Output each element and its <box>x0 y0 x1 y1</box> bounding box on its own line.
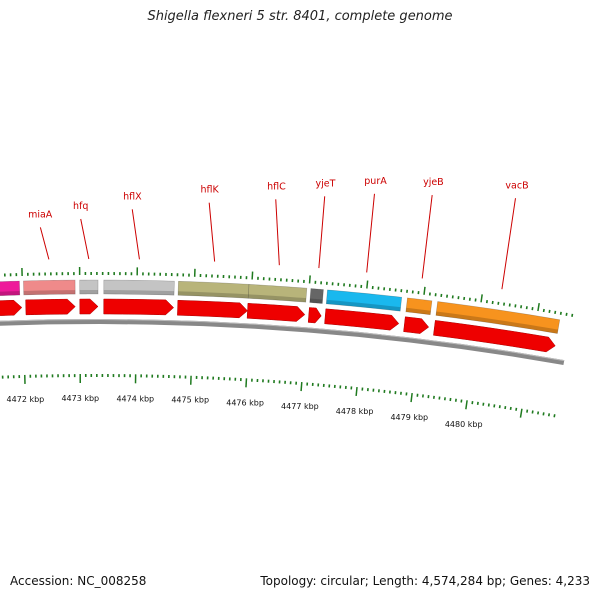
feature-block <box>325 289 403 312</box>
label-leader <box>501 198 516 290</box>
inner-tick-ring <box>1 374 556 418</box>
outer-tick <box>554 310 557 314</box>
kbp-label: 4476 kbp <box>226 398 264 407</box>
cds-arrow <box>433 320 556 353</box>
label-leader <box>39 227 50 260</box>
outer-tick-ring <box>3 267 574 317</box>
cds-arrow <box>307 307 322 324</box>
outer-tick <box>571 313 574 317</box>
inner-tick <box>537 411 540 415</box>
accession-text: Accession: NC_008258 <box>10 574 147 588</box>
outer-tick <box>366 280 369 289</box>
inner-tick <box>547 413 551 417</box>
map-title: Shigella flexneri 5 str. 8401, complete … <box>147 9 453 24</box>
gene-label-yjeT: yjeT <box>316 178 336 189</box>
feature-shade <box>309 298 323 304</box>
outer-tick <box>565 312 568 316</box>
feature-block <box>309 288 324 304</box>
outer-tick <box>423 286 426 295</box>
label-leader <box>275 199 280 266</box>
feature-block <box>79 279 99 295</box>
gene-label-hflC: hflC <box>267 181 286 192</box>
label-leader <box>318 196 326 269</box>
cds-arrow <box>25 298 76 316</box>
kbp-label: 4477 kbp <box>281 402 319 411</box>
inner-tick <box>300 382 303 392</box>
inner-tick <box>245 378 248 388</box>
outer-tick <box>308 275 311 284</box>
cds-arrow <box>177 300 248 319</box>
kbp-label-layer: 4472 kbp 4473 kbp 4474 kbp 4475 kbp 4476 kbp… <box>7 394 483 429</box>
outer-tick <box>559 311 562 315</box>
outer-tick <box>537 302 540 312</box>
label-leader <box>80 218 90 260</box>
inner-tick <box>410 393 413 403</box>
feature-block <box>435 301 561 334</box>
kbp-label: 4478 kbp <box>336 407 374 416</box>
gene-label-miaA: miaA <box>28 209 53 220</box>
gene-label-yjeB: yjeB <box>423 177 444 188</box>
kbp-label: 4475 kbp <box>171 396 209 405</box>
inner-tick <box>355 386 358 397</box>
feature-shade <box>103 290 175 296</box>
cds-arrow <box>403 316 430 334</box>
feature-shade <box>326 299 401 312</box>
inner-tick <box>553 414 556 418</box>
cds-arrow <box>103 298 175 316</box>
feature-block <box>405 297 433 316</box>
feature-shade <box>435 311 559 334</box>
inner-tick <box>465 400 468 410</box>
cds-arrow <box>246 303 306 322</box>
backbone <box>0 319 565 366</box>
gene-label-hfq: hfq <box>73 201 88 212</box>
kbp-label: 4479 kbp <box>390 413 428 422</box>
label-leader <box>131 209 140 260</box>
feature-shade <box>248 294 307 303</box>
feature-block <box>0 280 21 296</box>
backbone-arc <box>0 319 565 366</box>
feature-block <box>103 279 175 296</box>
feature-block <box>23 279 76 296</box>
kbp-label: 4473 kbp <box>61 394 99 403</box>
feature-ring <box>0 279 561 334</box>
kbp-label: 4474 kbp <box>116 394 154 403</box>
gene-label-hflX: hflX <box>123 191 142 202</box>
genome-stats-text: Topology: circular; Length: 4,574,284 bp… <box>260 574 590 588</box>
cds-ring <box>0 298 556 353</box>
feature-shade <box>178 291 249 299</box>
gene-label-purA: purA <box>364 176 387 187</box>
feature-shade <box>79 290 99 295</box>
cds-arrow <box>324 308 400 331</box>
feature-shade <box>23 290 76 295</box>
label-leader <box>208 202 216 262</box>
gene-label-layer: miaA hfq hflX hflK hflC yjeT purA yjeB vacB <box>28 176 529 290</box>
label-leader <box>421 195 433 279</box>
gene-label-hflK: hflK <box>200 185 219 196</box>
label-leader <box>366 193 375 273</box>
kbp-label: 4480 kbp <box>445 420 483 429</box>
outer-tick <box>480 294 483 303</box>
inner-tick <box>542 412 545 416</box>
feature-shade <box>405 307 431 315</box>
cds-arrow <box>0 299 23 316</box>
feature-shade <box>0 291 20 296</box>
cds-arrow <box>79 298 99 315</box>
feature-block <box>247 284 308 303</box>
gene-label-vacB: vacB <box>505 180 528 191</box>
kbp-label: 4472 kbp <box>7 395 45 404</box>
inner-tick <box>519 408 523 418</box>
